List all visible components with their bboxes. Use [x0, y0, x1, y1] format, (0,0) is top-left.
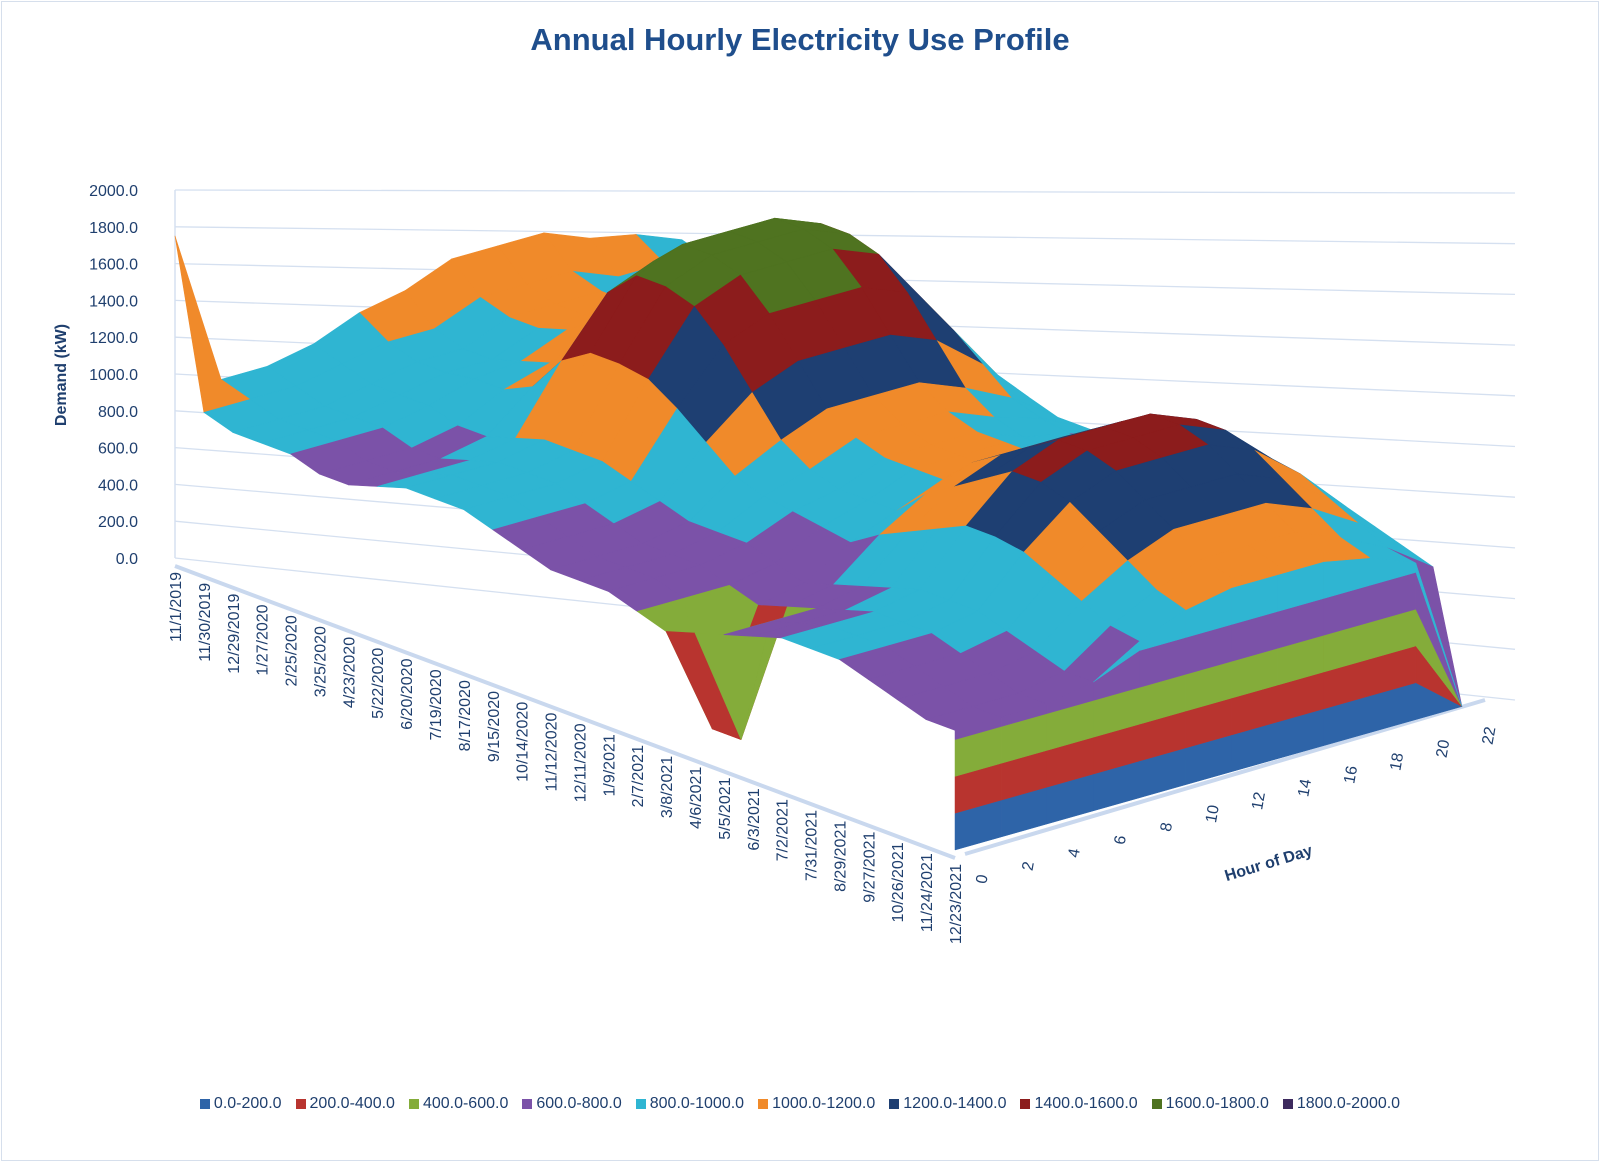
legend-swatch [889, 1099, 900, 1109]
date-tick-label: 5/22/2020 [370, 648, 387, 719]
z-tick-label: 400.0 [98, 477, 138, 494]
date-tick-label: 6/20/2020 [399, 658, 416, 729]
z-tick-label: 1200.0 [89, 330, 138, 347]
hour-tick-label: 6 [1112, 834, 1130, 846]
hour-tick-label: 14 [1295, 778, 1315, 799]
date-tick-label: 10/14/2020 [515, 702, 532, 782]
date-tick-label: 12/23/2021 [948, 864, 965, 944]
legend-swatch [1282, 1099, 1293, 1109]
date-tick-label: 7/2/2021 [775, 799, 792, 861]
z-tick-label: 1400.0 [89, 293, 138, 310]
date-tick-label: 5/5/2021 [717, 777, 734, 839]
gridline [174, 189, 1516, 194]
hour-tick-label: 16 [1341, 765, 1361, 786]
date-tick-label: 6/3/2021 [746, 788, 763, 850]
z-tick-label: 1600.0 [89, 257, 138, 274]
date-tick-label: 9/15/2020 [486, 691, 503, 762]
date-tick-label: 10/26/2021 [890, 842, 907, 922]
date-tick-label: 3/8/2021 [659, 756, 676, 818]
legend-item: 1600.0-1800.0 [1151, 1095, 1269, 1113]
legend-item: 800.0-1000.0 [635, 1095, 745, 1113]
front-wall-band [1323, 552, 1370, 562]
z-tick-label: 1000.0 [89, 367, 138, 384]
legend-swatch [295, 1099, 306, 1109]
date-axis-line [174, 564, 956, 860]
legend-label: 1200.0-1400.0 [903, 1095, 1007, 1112]
legend-label: 1400.0-1600.0 [1034, 1095, 1138, 1112]
date-tick-label: 7/31/2021 [804, 810, 821, 881]
z-tick-label: 0.0 [116, 551, 138, 568]
legend-label: 800.0-1000.0 [649, 1095, 745, 1112]
hour-tick-label: 18 [1387, 751, 1407, 772]
date-tick-label: 4/6/2021 [688, 767, 705, 829]
date-tick-label: 1/27/2020 [255, 604, 272, 675]
hour-tick-label: 2 [1020, 860, 1038, 872]
date-tick-label: 11/30/2019 [197, 583, 214, 662]
hour-axis-title: Hour of Day [1223, 842, 1315, 885]
z-tick-label: 2000.0 [89, 183, 138, 200]
date-tick-label: 9/27/2021 [861, 831, 878, 902]
date-tick-label: 7/19/2020 [428, 669, 445, 740]
chart-title: Annual Hourly Electricity Use Profile [530, 22, 1070, 57]
legend-item: 1400.0-1600.0 [1020, 1095, 1138, 1113]
legend-label: 1800.0-2000.0 [1296, 1095, 1401, 1112]
legend-swatch [1020, 1099, 1031, 1109]
z-tick-label: 800.0 [98, 404, 138, 421]
date-tick-label: 1/9/2021 [601, 734, 618, 796]
date-tick-label: 12/11/2020 [572, 723, 589, 802]
legend-swatch [758, 1099, 769, 1109]
legend-item: 200.0-400.0 [295, 1095, 395, 1113]
legend-label: 600.0-800.0 [536, 1095, 622, 1112]
legend-swatch [522, 1099, 533, 1109]
legend-swatch [199, 1099, 210, 1109]
date-tick-label: 11/12/2020 [544, 712, 561, 791]
z-tick-label: 200.0 [98, 514, 138, 531]
legend-label: 1600.0-1800.0 [1165, 1095, 1269, 1112]
legend-swatch [1151, 1099, 1162, 1109]
legend-swatch [408, 1099, 419, 1109]
legend-label: 400.0-600.0 [422, 1095, 509, 1112]
date-tick-label: 2/25/2020 [284, 615, 301, 686]
hour-axis-line [964, 698, 1486, 856]
legend-item: 1800.0-2000.0 [1282, 1095, 1401, 1113]
hour-tick-label: 0 [973, 873, 991, 885]
date-tick-label: 8/29/2021 [832, 821, 849, 892]
date-tick-label: 8/17/2020 [457, 680, 474, 751]
legend-item: 400.0-600.0 [408, 1095, 509, 1113]
legend-label: 1000.0-1200.0 [772, 1095, 876, 1112]
legend-label: 0.0-200.0 [213, 1095, 282, 1112]
date-tick-label: 3/25/2020 [312, 626, 329, 697]
legend-item: 1200.0-1400.0 [889, 1095, 1006, 1113]
front-wall-band [1415, 563, 1463, 707]
hour-tick-label: 4 [1066, 847, 1084, 859]
legend-item: 0.0-200.0 [199, 1095, 282, 1113]
legend-item: 600.0-800.0 [522, 1095, 622, 1113]
hour-tick-label: 22 [1480, 725, 1500, 746]
hour-tick-label: 12 [1249, 791, 1269, 812]
date-tick-label: 11/1/2019 [168, 572, 185, 642]
date-tick-label: 11/24/2021 [919, 853, 936, 932]
legend-swatch [635, 1099, 646, 1109]
legend-item: 1000.0-1200.0 [758, 1095, 875, 1113]
z-tick-label: 1800.0 [89, 220, 138, 237]
legend-label: 200.0-400.0 [309, 1095, 395, 1112]
hour-tick-label: 20 [1434, 738, 1454, 759]
z-axis-title: Demand (kW) [53, 324, 70, 426]
date-tick-label: 12/29/2019 [226, 594, 243, 674]
date-tick-label: 2/7/2021 [630, 745, 647, 807]
date-tick-label: 4/23/2020 [341, 637, 358, 708]
z-tick-label: 600.0 [98, 441, 138, 458]
hour-tick-label: 8 [1158, 821, 1176, 833]
legend: 0.0-200.0 200.0-400.0 400.0-600.0 600.0-800… [0, 1095, 1600, 1113]
hour-tick-label: 10 [1203, 804, 1223, 825]
